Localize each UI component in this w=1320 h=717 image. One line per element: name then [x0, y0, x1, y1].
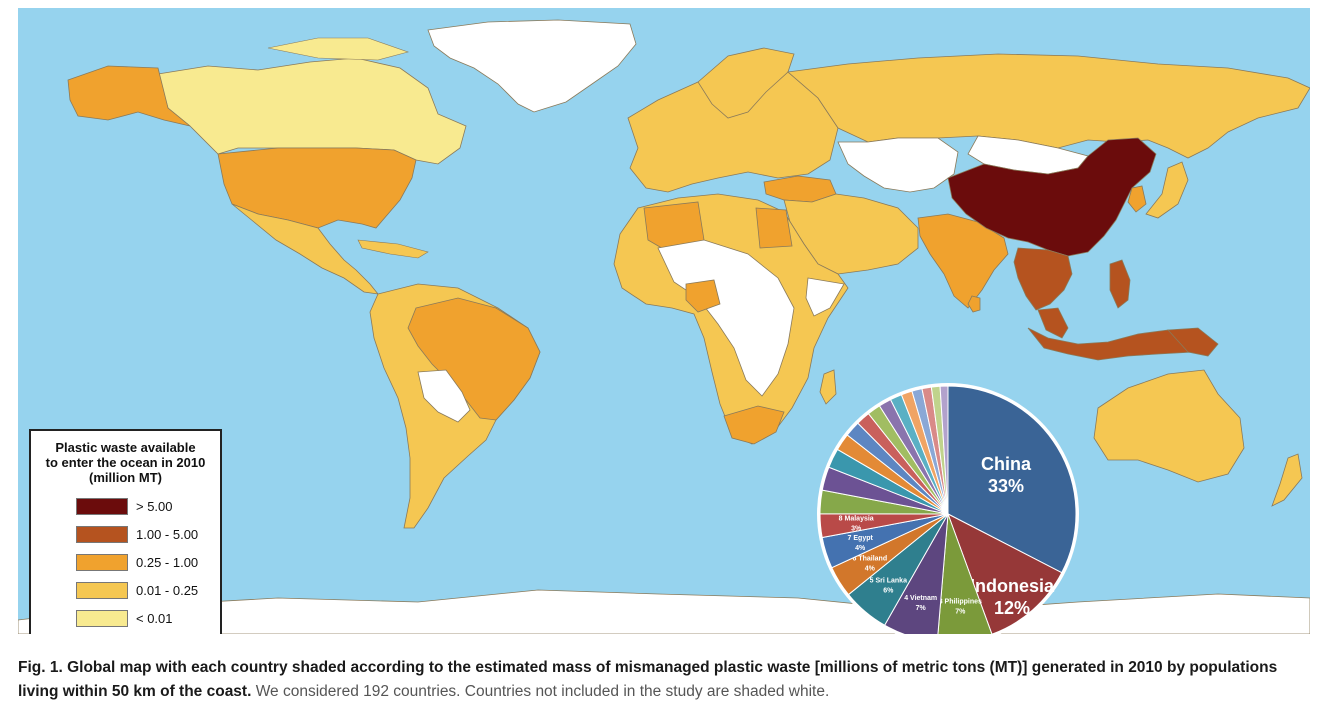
pie-percent-label: 12% [994, 598, 1030, 618]
pie-label: 7 Egypt [848, 535, 874, 542]
pie-percent-label: 7% [955, 608, 966, 615]
pie-slice [937, 513, 993, 634]
country-greenland [427, 19, 637, 113]
country-philippines [1109, 259, 1131, 309]
country-papua [1167, 327, 1219, 357]
legend-swatch [76, 582, 128, 599]
pie-label: China [981, 454, 1032, 474]
country-kazakhstan [837, 137, 959, 193]
country-china [947, 137, 1157, 257]
legend-swatch [76, 498, 128, 515]
pie-percent-label: 4% [865, 566, 876, 573]
caption-normal: We considered 192 countries. Countries n… [251, 683, 830, 700]
figure-caption: Fig. 1. Global map with each country sha… [18, 656, 1318, 704]
legend-title-line: Plastic waste available [55, 440, 196, 455]
legend-swatch [76, 526, 128, 543]
pie-label: 8 Malaysia [839, 515, 874, 522]
country-somalia-white [805, 277, 845, 317]
pie-slice [947, 512, 1063, 634]
country-egypt [755, 207, 793, 249]
country-new-zealand [1271, 453, 1303, 507]
world-map-svg [18, 8, 1310, 634]
pie-percent-label: 6% [883, 587, 894, 594]
country-malaysia [1037, 307, 1069, 339]
country-bolivia [417, 369, 471, 423]
country-alaska [67, 65, 191, 127]
country-australia [1093, 369, 1245, 483]
caribbean-islands [357, 239, 429, 259]
legend: Plastic waste available to enter the oce… [29, 429, 222, 634]
legend-label: 1.00 - 5.00 [136, 527, 199, 542]
pie-percent-label: 7% [916, 605, 927, 612]
legend-title-line: to enter the ocean in 2010 [45, 455, 206, 470]
pie-label: Indonesia [970, 576, 1055, 596]
pie-label: 4 Vietnam [904, 595, 937, 602]
legend-label: > 5.00 [136, 499, 173, 514]
legend-swatch [76, 554, 128, 571]
legend-swatch [76, 610, 128, 627]
pie-percent-label: 3% [851, 525, 862, 532]
canada-islands [267, 37, 410, 61]
country-japan [1145, 161, 1189, 219]
world-map: China 33% Indonesia 12% 3 Philippines 7% 4 Vie… [18, 8, 1310, 634]
country-korea [1127, 185, 1147, 213]
country-sri-lanka [967, 295, 981, 313]
legend-title: Plastic waste available to enter the oce… [31, 440, 220, 485]
country-canada [157, 57, 467, 165]
legend-label: 0.25 - 1.00 [136, 555, 199, 570]
pie-label: 3 Philippines [939, 598, 982, 605]
pie-slice [947, 385, 1077, 574]
country-mexico [231, 203, 379, 295]
caption-bold: Fig. 1. Global map with each country sha… [18, 659, 1278, 700]
country-brazil [407, 297, 541, 421]
pie-percent-label: 33% [988, 476, 1024, 496]
pie-slice [939, 385, 949, 515]
pie-label: 5 Sri Lanka [870, 577, 907, 584]
legend-title-line: (million MT) [89, 470, 162, 485]
country-south-africa [723, 405, 785, 445]
pie-percent-label: 4% [855, 545, 866, 552]
country-madagascar [819, 369, 837, 405]
pie-label: 6 Thailand [852, 556, 887, 563]
country-nigeria [685, 279, 721, 313]
legend-label: < 0.01 [136, 611, 173, 626]
country-vietnam-thailand [1013, 247, 1073, 311]
legend-label: 0.01 - 0.25 [136, 583, 199, 598]
scandinavia [697, 47, 795, 119]
